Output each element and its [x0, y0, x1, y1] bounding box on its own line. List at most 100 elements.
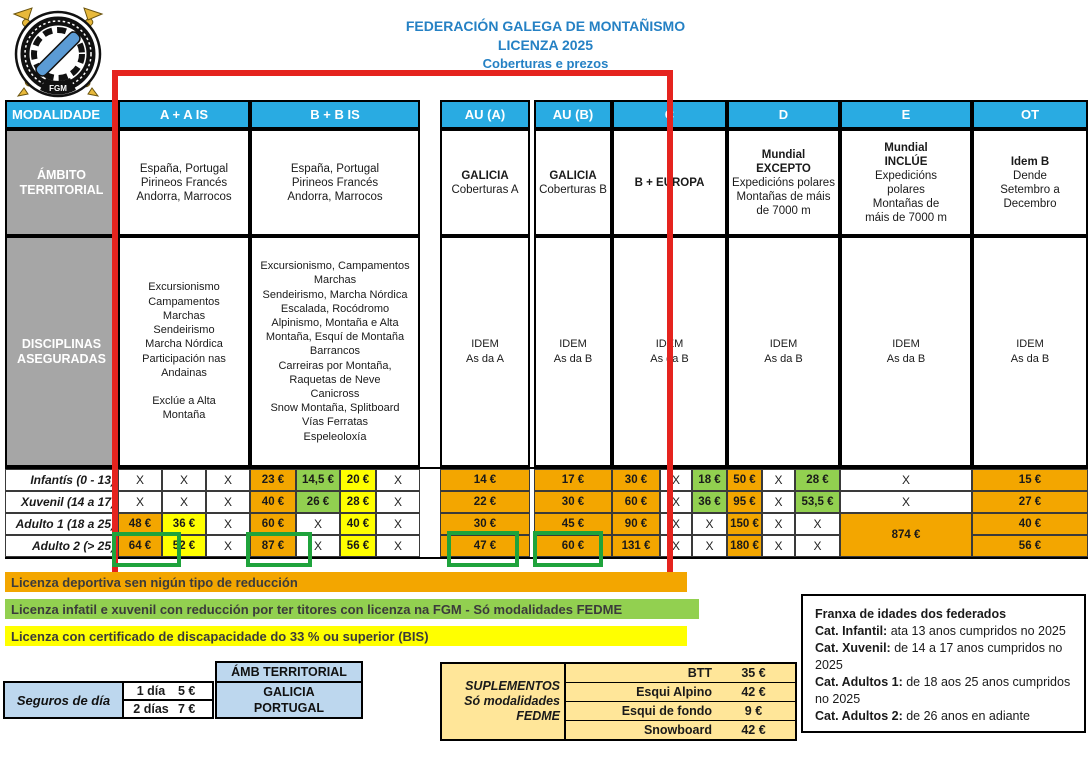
price-column: 17 €30 €45 €60 € — [534, 469, 612, 557]
price-cell: X — [795, 535, 840, 557]
age-range-entry: Cat. Infantil: ata 13 anos cumpridos no … — [815, 624, 1066, 638]
price-cell: X — [692, 513, 727, 535]
legend-green-bar: Licenza infatil e xuvenil con reducción … — [5, 599, 699, 619]
price-cell: 15 € — [972, 469, 1088, 491]
legend-orange-text: Licenza deportiva sen nigún tipo de redu… — [11, 574, 298, 590]
territorial-row: ÁMBITO TERRITORIAL España, Portugal Pirin… — [5, 129, 1088, 236]
supplement-row: Snowboard 42 € — [566, 720, 795, 739]
age-range-entry: Cat. Adultos 1: de 18 aos 25 anos cumpri… — [815, 675, 1070, 706]
territorial-scope-values: GALICIA PORTUGAL — [215, 681, 363, 719]
disciplines-cell-text: IDEM As da B — [1010, 338, 1050, 365]
price-cell: 36 € — [692, 491, 727, 513]
logo-bottom-band — [40, 78, 76, 95]
price-cell: X — [840, 491, 972, 513]
supplements-title: SUPLEMENTOS Só modalidades FEDME — [442, 664, 566, 739]
row-header: ÁMBITO TERRITORIAL — [5, 129, 118, 236]
legend-green-text: Licenza infatil e xuvenil con reducción … — [11, 601, 623, 617]
price-cell: 131 € — [612, 535, 660, 557]
supplement-price: 35 € — [741, 666, 766, 680]
price-cell: X — [206, 513, 250, 535]
price-column: X X 36 €52 € — [162, 469, 206, 557]
day-label: 2 días — [133, 702, 169, 716]
territorial-cell: B + EUROPA — [612, 129, 727, 236]
subtitle: Coberturas e prezos — [482, 56, 609, 71]
price-cell: X — [762, 491, 795, 513]
disciplines-cell-text: Excursionismo, Campamentos Marchas Sende… — [260, 260, 410, 443]
territorial-cell: Mundial EXCEPTO Expedicións polares Monta… — [727, 129, 840, 236]
price-cell: X — [660, 469, 692, 491]
age-row-label: Adulto 2 (> 25) — [5, 535, 118, 557]
price-column: Infantís (0 - 13) Xuvenil (14 a 17) Adulto… — [5, 469, 118, 557]
disciplines-cell: IDEM As da B — [727, 236, 840, 467]
price-cell: X — [118, 491, 162, 513]
price-cell: 18 € — [692, 469, 727, 491]
age-category-label: Cat. Adultos 1: — [815, 675, 903, 689]
column-header: A + A IS — [118, 100, 250, 129]
price-cell: X — [660, 535, 692, 557]
territorial-cell: GALICIA Coberturas A — [440, 129, 530, 236]
supplements-rows: BTT 35 € Esqui Alpino 42 € Esqui de fond… — [566, 664, 795, 739]
price-cell: X — [660, 491, 692, 513]
age-category-text: de 18 aos 25 anos cumpridos no 2025 — [815, 675, 1071, 706]
column-gap — [420, 129, 440, 236]
day-insurance-row-1: 1 día 5 € — [124, 683, 212, 699]
age-category-text: ata 13 anos cumpridos no 2025 — [887, 624, 1066, 638]
price-cell: 56 € — [972, 535, 1088, 557]
price-cell: 30 € — [534, 491, 612, 513]
territorial-scope-header: ÁMB TERRITORIAL — [215, 661, 363, 683]
price-table: MODALIDADE A + A IS B + B IS AU (A) AU (B) C D… — [5, 100, 1088, 559]
logo-piolet-icon — [35, 31, 81, 77]
price-column: 50 €95 €150 €180 € — [727, 469, 762, 557]
price-cell: 180 € — [727, 535, 762, 557]
price-cell: 90 € — [612, 513, 660, 535]
disciplines-cell-text: IDEM As da B — [886, 338, 926, 365]
price-cell: 30 € — [440, 513, 530, 535]
logo-fgm-text: FGM — [49, 84, 67, 93]
price-rows: Infantís (0 - 13) Xuvenil (14 a 17) Adulto… — [5, 467, 1088, 559]
price-cell: X — [376, 535, 420, 557]
price-cell: 95 € — [727, 491, 762, 513]
day-label: 1 día — [136, 684, 166, 698]
price-cell: X — [660, 513, 692, 535]
column-gap — [420, 100, 440, 129]
price-cell: 56 € — [340, 535, 376, 557]
age-row-label: Xuvenil (14 a 17) — [5, 491, 118, 513]
price-cell: X — [762, 513, 795, 535]
price-cell: X — [206, 535, 250, 557]
territorial-cell: Idem B Dende Setembro a Decembro — [972, 129, 1088, 236]
territorial-cell-bold: Idem B — [1010, 155, 1050, 168]
price-cell: 60 € — [612, 491, 660, 513]
logo-rope-pattern — [31, 27, 85, 81]
price-cell: 14,5 € — [296, 469, 340, 491]
price-column: 20 €28 €40 €56 € — [340, 469, 376, 557]
territorial-cell-text: Coberturas B — [539, 183, 607, 196]
territorial-cell-text: España, Portugal Pirineos Francés Andorr… — [287, 162, 383, 203]
supplements-table: SUPLEMENTOS Só modalidades FEDME BTT 35 … — [440, 662, 797, 741]
age-category-text: de 14 a 17 anos cumpridos no 2025 — [815, 641, 1063, 672]
price-cell: 28 € — [795, 469, 840, 491]
price-column: 23 €40 €60 €87 € — [250, 469, 296, 557]
price-cell: 64 € — [118, 535, 162, 557]
age-row-label: Infantís (0 - 13) — [5, 469, 118, 491]
price-column: 14,5 €26 € X X — [296, 469, 340, 557]
disciplines-cell: IDEM As da B — [612, 236, 727, 467]
territorial-cell-text: Coberturas A — [451, 183, 519, 196]
price-cell: 40 € — [250, 491, 296, 513]
territorial-cell-bold: GALICIA — [549, 169, 597, 182]
price-cell: X — [762, 535, 795, 557]
age-range-entry: Cat. Adultos 2: de 26 anos en adiante — [815, 709, 1030, 723]
price-cell: 22 € — [440, 491, 530, 513]
disciplines-cell-text: IDEM As da B — [650, 338, 689, 365]
price-cell: 17 € — [534, 469, 612, 491]
day-insurance-rows: 1 día 5 € 2 días 7 € — [122, 681, 214, 719]
price-column: 28 €53,5 € X X — [795, 469, 840, 557]
territorial-cell: Mundial INCLÚE Expedicións polares Montañ… — [840, 129, 972, 236]
territorial-cell-text: Expedicións polares Montañas de máis de … — [732, 176, 835, 217]
price-cell: X — [206, 491, 250, 513]
price-cell: 30 € — [612, 469, 660, 491]
supplement-row: Esqui Alpino 42 € — [566, 682, 795, 701]
column-gap — [420, 469, 440, 557]
price-cell: 40 € — [972, 513, 1088, 535]
